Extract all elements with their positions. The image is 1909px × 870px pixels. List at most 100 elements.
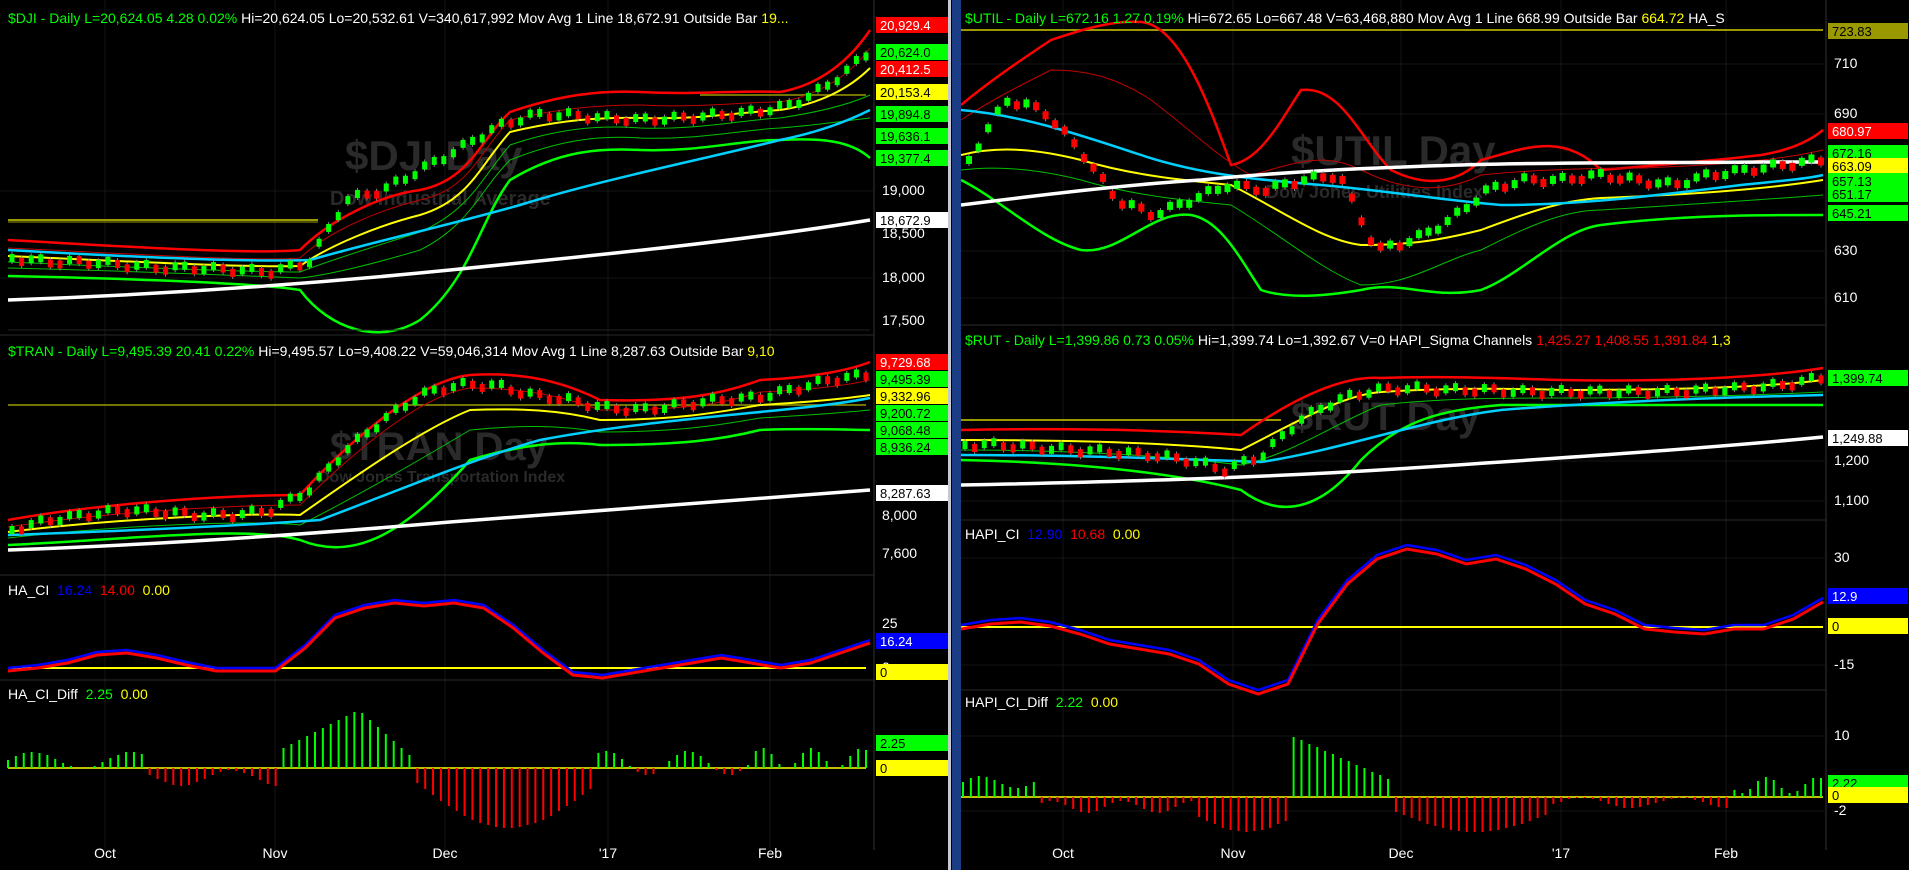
candle-body [786,385,792,394]
candle-body [1818,375,1824,384]
hapi-ci-panel[interactable] [961,543,1824,696]
candle-body [1291,180,1298,189]
candle-body [163,511,169,520]
candle-body [1683,180,1690,189]
rut-y-tick-1: 1,100 [1834,492,1869,508]
candle-body [1068,445,1074,454]
ha-ci-diff-value: 2.25 [85,686,113,702]
svg-text:723.83: 723.83 [1832,24,1872,39]
candle-body [1404,385,1410,394]
candle-body [460,378,466,387]
candle-body [661,404,667,413]
dji-price-panel[interactable]: $DJI Day Dow Industrial Average [7,29,872,334]
candle-body [1337,394,1343,403]
candle-body [1808,373,1814,382]
candle-body [422,161,428,170]
candle-body [815,83,821,92]
candle-body [249,505,255,514]
candle-body [1318,404,1324,413]
ha-ci-value-red: 14.00 [99,582,135,598]
candle-body [966,156,972,164]
candle-body [402,402,408,411]
candle-body [1453,383,1459,392]
candle-body [1000,442,1006,451]
util-extra2: HA_S [1688,10,1725,26]
hapi-ci-diff-header: HAPI_CI_Diff 2.22 0.00 [965,694,1118,710]
candle-body [143,259,149,268]
candle-body [815,375,821,384]
candle-body [1145,453,1151,462]
candle-body [1433,388,1439,397]
candle-body [1722,387,1728,396]
candle-body [431,385,437,394]
candle-body [306,487,312,496]
candle-body [527,388,533,397]
candle-body [239,510,245,519]
svg-text:9,495.39: 9,495.39 [880,372,931,387]
util-price-panel[interactable]: $UTIL Day Dow Jones Utilities Index [961,20,1824,297]
tran-hi: Hi=9,495.57 [258,343,335,359]
candle-body [690,402,696,411]
candle-body [191,266,197,275]
tran-y-tick-1: 8,000 [882,507,917,523]
candle-body [1760,383,1766,392]
candle-body [719,111,725,120]
candle-body [1138,203,1145,212]
candle-body [412,171,418,180]
candle-body [268,508,274,517]
util-ma-label: Mov Avg 1 Line [1417,10,1514,26]
ha-ci-panel[interactable] [7,598,871,680]
hapi-ci-diff-title: HAPI_CI_Diff [965,694,1048,710]
candle-body [729,398,735,407]
candle-body [1023,99,1030,108]
candle-body [1289,426,1295,435]
candle-body [105,256,111,265]
hapi_ci_diff-y-tick-0: 10 [1834,727,1850,743]
hapi-ci-diff-panel[interactable] [961,737,1823,832]
tran-extra-label: Outside Bar [669,343,744,359]
ha-ci-diff-title: HA_CI_Diff [8,686,78,702]
right-chart-window[interactable]: $UTIL Day Dow Jones Utilities Index $RUT… [961,0,1909,870]
candle-body [1645,390,1651,399]
candle-body [748,391,754,400]
right-chart-canvas[interactable]: $UTIL Day Dow Jones Utilities Index $RUT… [961,0,1909,870]
candle-body [1157,210,1164,219]
candle-body [777,386,783,395]
candle-body [1789,162,1796,171]
window-splitter[interactable] [952,0,961,870]
candle-body [134,506,140,515]
rut-price-panel[interactable]: $RUT Day [961,366,1824,509]
ha-ci-diff-header: HA_CI_Diff 2.25 0.00 [8,686,148,702]
candle-body [1260,452,1266,461]
candle-body [1712,172,1719,181]
candle-body [700,398,706,407]
candle-body [585,115,591,124]
candle-body [393,404,399,413]
candle-body [1414,381,1420,390]
candle-body [38,254,44,263]
rut-symbol: $RUT - Daily [965,332,1045,348]
left-chart-canvas[interactable]: $DJI Day Dow Industrial Average $TRAN Da… [0,0,952,870]
candle-body [642,113,648,122]
left-chart-window[interactable]: $DJI Day Dow Industrial Average $TRAN Da… [0,0,952,870]
dji-price-tag-2: 20,412.5 [876,61,948,77]
util-price-tag-0: 723.83 [1828,23,1908,39]
hapi_ci-y-tick-1: -15 [1834,656,1854,672]
tran-price-panel[interactable]: $TRAN Day Dow Jones Transportation Index [7,360,871,552]
candle-body [1109,190,1116,199]
hapi_ci_diff-y-tick-1: -2 [1834,802,1847,818]
candle-body [1396,242,1403,251]
tran-extra-value: 9,10 [747,343,775,359]
candle-body [1703,383,1709,392]
candle-body [844,372,850,381]
candle-body [28,255,34,264]
candle-body [1510,388,1516,397]
dji-y-tick-3: 17,500 [882,312,925,328]
candle-body [1520,385,1526,394]
candle-body [498,379,504,388]
candle-body [1751,386,1757,395]
util-price-tag-1: 680.97 [1828,123,1908,139]
ha-ci-diff-panel[interactable] [7,712,867,828]
candle-body [1425,227,1432,236]
dji-extra-label: Outside Bar [683,10,758,26]
